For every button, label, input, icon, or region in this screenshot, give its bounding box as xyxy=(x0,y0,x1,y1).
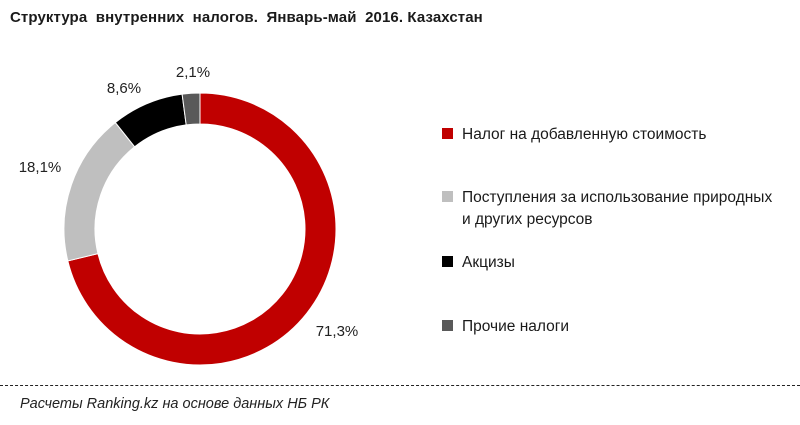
legend-label-excise: Акцизы xyxy=(462,254,515,271)
data-label-other: 2,1% xyxy=(176,64,210,81)
footer-divider xyxy=(0,385,800,386)
legend-swatch-other xyxy=(442,320,453,331)
donut-slice-resources xyxy=(63,121,136,262)
legend-item-resources: Поступления за использование природных и… xyxy=(442,187,782,231)
legend-item-excise: Акцизы xyxy=(442,252,782,274)
donut-slice-other xyxy=(181,92,201,126)
chart-title: Структура внутренних налогов. Январь-май… xyxy=(10,9,483,26)
legend-swatch-excise xyxy=(442,256,453,267)
legend-label-vat: Налог на добавленную стоимость xyxy=(462,126,707,143)
donut-slice-vat xyxy=(67,92,337,366)
legend-item-other: Прочие налоги xyxy=(442,316,782,338)
legend-swatch-vat xyxy=(442,128,453,139)
legend-label-resources: Поступления за использование природных и… xyxy=(462,189,773,228)
source-note: Расчеты Ranking.kz на основе данных НБ Р… xyxy=(20,396,330,412)
data-label-vat: 71,3% xyxy=(316,323,359,340)
donut-chart: 71,3% 18,1% 8,6% 2,1% xyxy=(19,64,359,366)
legend-swatch-resources xyxy=(442,191,453,202)
legend-item-vat: Налог на добавленную стоимость xyxy=(442,124,782,146)
data-label-resources: 18,1% xyxy=(19,159,62,176)
data-label-excise: 8,6% xyxy=(107,80,141,97)
legend-label-other: Прочие налоги xyxy=(462,318,570,335)
